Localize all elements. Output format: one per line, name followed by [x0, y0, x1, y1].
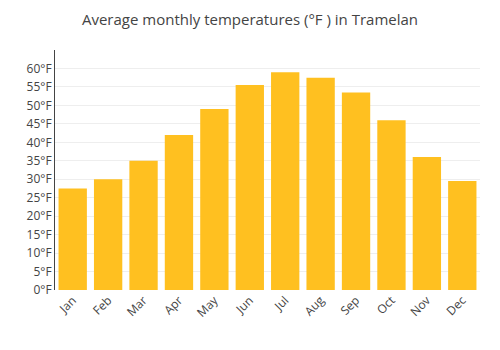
svg-text:20°F: 20°F	[27, 207, 52, 224]
svg-text:10°F: 10°F	[27, 244, 52, 261]
svg-text:Dec: Dec	[442, 292, 469, 319]
svg-text:45°F: 45°F	[27, 115, 52, 132]
svg-text:55°F: 55°F	[27, 78, 52, 95]
svg-text:Oct: Oct	[373, 292, 399, 318]
svg-text:May: May	[193, 291, 222, 320]
svg-text:Jul: Jul	[270, 292, 292, 314]
svg-text:Nov: Nov	[406, 292, 434, 320]
svg-text:35°F: 35°F	[27, 152, 52, 169]
svg-text:Jan: Jan	[55, 292, 80, 317]
svg-text:15°F: 15°F	[27, 226, 52, 243]
svg-text:Apr: Apr	[160, 292, 186, 318]
svg-text:Jun: Jun	[231, 292, 256, 317]
svg-text:50°F: 50°F	[27, 97, 52, 114]
svg-text:25°F: 25°F	[27, 189, 52, 206]
svg-text:60°F: 60°F	[27, 60, 52, 77]
svg-text:Feb: Feb	[89, 292, 115, 318]
svg-text:Sep: Sep	[336, 292, 363, 319]
svg-text:30°F: 30°F	[27, 170, 52, 187]
svg-text:Aug: Aug	[300, 292, 328, 320]
svg-text:0°F: 0°F	[33, 281, 51, 298]
svg-text:5°F: 5°F	[33, 263, 51, 280]
svg-text:Average monthly temperatures (: Average monthly temperatures (°F ) in Tr…	[82, 9, 418, 29]
svg-text:Mar: Mar	[123, 292, 151, 320]
svg-text:40°F: 40°F	[27, 134, 52, 151]
